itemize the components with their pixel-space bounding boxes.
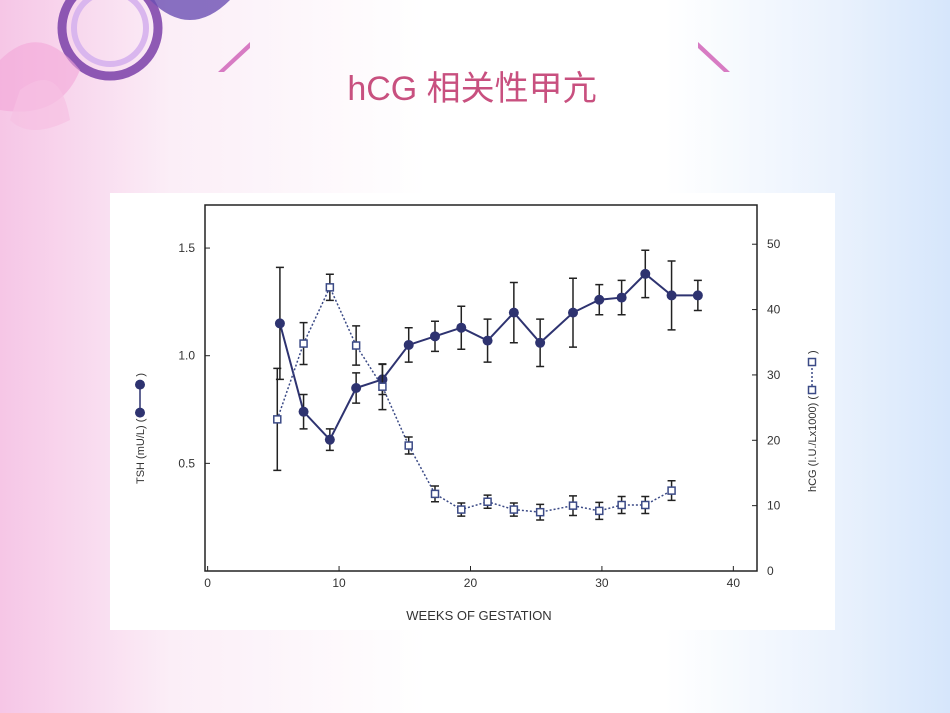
data-point [351,341,361,350]
legend-marker [807,385,817,395]
data-point [351,383,362,393]
legend-marker [135,379,145,390]
y-axis-label: TSH (mU/L) ( [135,418,147,484]
y-tick-label: 0.5 [178,456,195,470]
data-point [430,331,440,342]
data-point [299,339,308,348]
data-point [404,441,413,450]
data-point [594,294,605,305]
data-point [274,318,285,329]
data-point [403,339,414,350]
y2-tick-label: 40 [767,303,781,317]
y2-axis-label: ) [807,350,819,354]
data-point [616,292,627,303]
decoration [0,0,758,572]
data-point [568,307,578,318]
data-point [273,415,282,424]
data-point [595,506,604,516]
y2-axis-label-group: hCG (I.U./Lx1000) () [807,350,819,492]
data-point [483,497,492,506]
data-point [692,290,703,301]
data-point [378,382,387,391]
y2-tick-label: 50 [767,237,781,251]
data-point [325,283,335,292]
legend-marker [135,407,145,418]
data-point [508,307,519,318]
data-point [456,322,467,333]
data-point [482,335,493,346]
slide-title: hCG 相关性甲亢 [347,70,596,108]
data-point [535,507,545,517]
legend-marker [807,357,817,367]
data-point [617,500,626,510]
y2-tick-label: 0 [767,564,774,578]
y2-tick-label: 10 [767,499,781,513]
y2-axis-label: hCG (I.U./Lx1000) ( [807,396,819,492]
y-axis-label-group: TSH (mU/L) () [135,373,147,484]
data-point [324,434,335,445]
y2-tick-label: 30 [767,368,781,382]
x-tick-label: 30 [595,576,609,590]
x-tick-label: 40 [727,576,741,590]
data-point [298,406,309,417]
x-tick-label: 10 [332,576,346,590]
data-point [568,501,578,510]
data-point [641,500,650,510]
data-point [535,337,546,348]
data-point [667,486,676,495]
data-point [666,290,677,301]
y2-tick-label: 20 [767,433,781,447]
y-tick-label: 1.0 [178,349,195,363]
data-point [430,489,440,499]
x-tick-label: 0 [204,576,211,590]
x-axis-label: WEEKS OF GESTATION [406,608,551,623]
x-tick-label: 20 [464,576,478,590]
y-axis-label: ) [135,373,147,377]
data-point [457,505,466,514]
data-point [509,505,519,514]
y-tick-label: 1.5 [178,241,195,255]
data-point [640,268,651,279]
